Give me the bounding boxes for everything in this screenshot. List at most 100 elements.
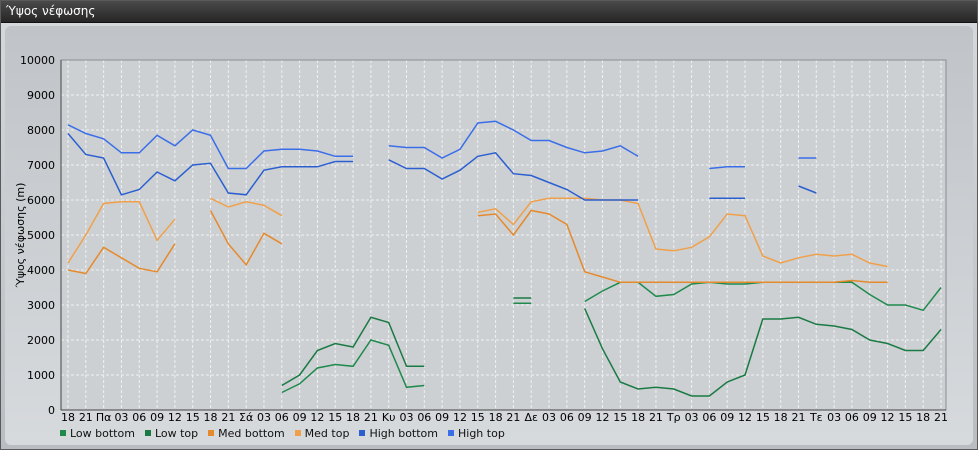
- x-tick-label: 15: [328, 411, 342, 424]
- series-line-segment: [67, 243, 176, 275]
- legend-swatch: [208, 430, 215, 436]
- legend-label: High top: [458, 426, 505, 440]
- x-tick-label: 12: [738, 411, 752, 424]
- x-tick-label: 21: [649, 411, 663, 424]
- x-tick-label: 06: [417, 411, 431, 424]
- legend-label: High bottom: [369, 426, 438, 440]
- x-tick-label: 06: [702, 411, 716, 424]
- x-tick-label: 18: [916, 411, 930, 424]
- series-lines: [67, 120, 942, 397]
- x-axis-ticks: 18 21 Πα 03 06 09 12 15 18 21 Σά 03 06 09 12 15 18 21 Κυ 03…: [61, 411, 948, 424]
- x-tick-label: 09: [150, 411, 164, 424]
- series-line-segment: [209, 210, 283, 267]
- legend-item: High top: [448, 426, 505, 440]
- x-tick-label: Τε: [809, 411, 823, 424]
- x-tick-label: Πα: [96, 411, 112, 424]
- y-tick-label: 7000: [27, 159, 55, 172]
- legend-item: Med top: [294, 426, 350, 440]
- x-tick-label: 21: [79, 411, 93, 424]
- series-line-segment: [477, 209, 888, 284]
- series-high-bottom: [67, 133, 817, 201]
- legend-item: Low top: [144, 426, 199, 440]
- series-line-segment: [388, 151, 639, 201]
- grid: [61, 59, 946, 411]
- x-tick-label: 06: [132, 411, 146, 424]
- x-tick-label: Σά: [239, 411, 253, 424]
- y-tick-label: 2000: [27, 334, 55, 347]
- x-tick-label: 15: [613, 411, 627, 424]
- x-tick-label: 09: [435, 411, 449, 424]
- legend-item: Low bottom: [60, 426, 135, 440]
- series-high-top: [67, 120, 817, 170]
- series-line-segment: [67, 133, 354, 196]
- series-line-segment: [584, 308, 942, 397]
- legend-swatch: [294, 430, 301, 436]
- series-med-top: [67, 197, 888, 268]
- series-med-bottom: [67, 209, 888, 284]
- series-line-segment: [281, 316, 425, 387]
- x-tick-label: 09: [578, 411, 592, 424]
- y-tick-label: 9000: [27, 89, 55, 102]
- x-tick-label: 03: [400, 411, 414, 424]
- x-tick-label: 15: [898, 411, 912, 424]
- x-tick-label: 12: [310, 411, 324, 424]
- x-tick-label: 18: [489, 411, 503, 424]
- legend-swatch: [448, 430, 454, 436]
- series-line-segment: [210, 197, 283, 217]
- series-low-top: [281, 297, 942, 397]
- x-tick-label: 15: [471, 411, 485, 424]
- x-tick-label: 12: [595, 411, 609, 424]
- plot-frame: [60, 59, 947, 411]
- y-tick-label: 3000: [27, 299, 55, 312]
- legend-swatch: [359, 430, 366, 436]
- y-tick-label: 8000: [27, 124, 55, 137]
- legend-label: Med top: [304, 426, 350, 440]
- y-tick-label: 0: [48, 404, 55, 417]
- title-bar: Ύψος νέφωσης: [1, 1, 977, 23]
- x-tick-label: 12: [168, 411, 182, 424]
- legend: Low bottom Low top Med bottom Med top High b…: [60, 426, 515, 440]
- x-tick-label: 12: [881, 411, 895, 424]
- legend-swatch: [60, 430, 66, 436]
- y-axis-ticks: 0 1000 2000 3000 4000 5000 6000 7000 8000 9000 100…: [20, 54, 55, 417]
- x-tick-label: 12: [453, 411, 467, 424]
- x-tick-label: 15: [756, 411, 770, 424]
- x-tick-label: 15: [186, 411, 200, 424]
- y-axis-label: Ύψος νέφωσης (m): [14, 183, 27, 289]
- y-tick-label: 10000: [20, 54, 55, 67]
- x-tick-label: 09: [720, 411, 734, 424]
- x-tick-label: 03: [827, 411, 841, 424]
- x-tick-label: 21: [934, 411, 948, 424]
- series-line-segment: [67, 124, 354, 170]
- x-tick-label: 18: [204, 411, 218, 424]
- x-tick-label: 03: [542, 411, 556, 424]
- x-tick-label: 18: [774, 411, 788, 424]
- x-tick-label: 06: [560, 411, 574, 424]
- series-line-segment: [709, 166, 745, 170]
- legend-item: Med bottom: [208, 426, 285, 440]
- x-tick-label: 06: [845, 411, 859, 424]
- x-tick-label: 03: [685, 411, 699, 424]
- x-tick-label: Κυ: [382, 411, 396, 424]
- x-tick-label: 18: [61, 411, 75, 424]
- x-tick-label: 03: [114, 411, 128, 424]
- window-title: Ύψος νέφωσης: [6, 4, 96, 18]
- series-line-segment: [798, 185, 817, 194]
- x-tick-label: 06: [275, 411, 289, 424]
- x-tick-label: 21: [506, 411, 520, 424]
- legend-label: Low top: [154, 426, 199, 440]
- x-tick-label: 21: [791, 411, 805, 424]
- x-tick-label: 21: [364, 411, 378, 424]
- x-tick-label: 09: [863, 411, 877, 424]
- legend-label: Low bottom: [70, 426, 135, 440]
- y-tick-label: 4000: [27, 264, 55, 277]
- legend-label: Med bottom: [218, 426, 285, 440]
- y-tick-label: 1000: [27, 369, 55, 382]
- x-tick-label: Τρ: [666, 411, 681, 424]
- y-tick-label: 6000: [27, 194, 55, 207]
- x-tick-label: 21: [221, 411, 235, 424]
- legend-swatch: [144, 430, 151, 436]
- series-line-segment: [281, 339, 425, 394]
- series-line-segment: [477, 197, 888, 268]
